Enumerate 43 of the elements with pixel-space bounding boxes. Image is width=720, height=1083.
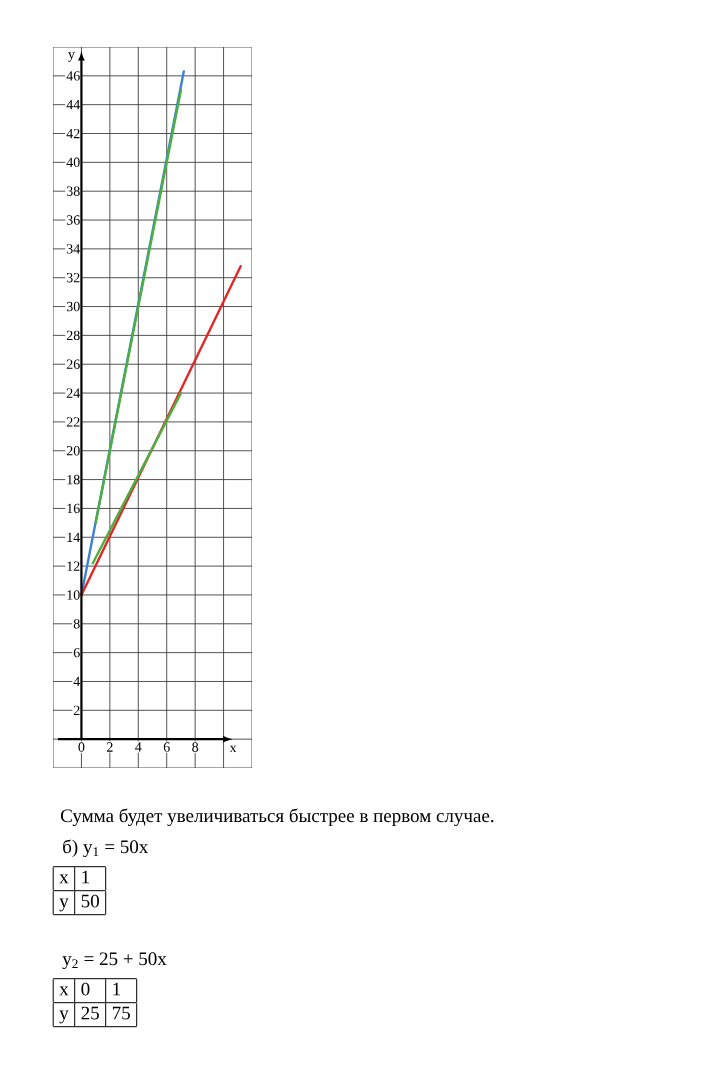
text: y	[59, 898, 69, 912]
text: б) y$_{1}$ = 50x	[63, 839, 149, 858]
y-tick-label: 34	[66, 244, 81, 254]
y-tick-label: 12	[67, 561, 80, 571]
text: 1	[82, 870, 90, 884]
y-tick-label: 30	[66, 301, 80, 312]
x-tick-label: 0	[78, 742, 85, 752]
y-tick-label: 28	[66, 330, 80, 341]
y-tick-label: 40	[66, 157, 80, 168]
y-tick-label: 36	[66, 215, 80, 225]
y-tick-label: 14	[67, 532, 81, 542]
text: 0	[81, 982, 90, 996]
y-tick-label: 2	[73, 705, 80, 715]
y-tick-label: 6	[73, 647, 80, 658]
x-tick-label: 2	[106, 742, 113, 752]
text: 1	[113, 982, 121, 996]
y-tick-label: 38	[66, 186, 80, 196]
y-tick-label: 32	[66, 273, 80, 283]
text: x	[59, 874, 69, 884]
text: x	[59, 986, 69, 996]
x-tick-label: 8	[192, 742, 199, 752]
y-axis-title: y	[68, 52, 75, 62]
y-tick-label: 8	[73, 619, 80, 629]
y-tick-label: 46	[66, 71, 80, 81]
text: Сумма будет увеличиваться быстрее в первом случае.	[60, 808, 494, 827]
y-tick-label: 42	[66, 128, 80, 139]
text: y	[59, 1010, 69, 1024]
text: 75	[112, 1006, 130, 1020]
y-tick-label: 22	[66, 417, 80, 427]
y-tick-label: 24	[66, 388, 81, 398]
text: y$_{2}$ = 25 + 50x	[62, 952, 167, 970]
y-tick-label: 20	[66, 446, 80, 456]
y-tick-label: 4	[73, 676, 81, 687]
text: 50	[81, 894, 99, 908]
y-tick-label: 10	[67, 590, 80, 600]
x-axis-title: x	[229, 745, 237, 753]
x-tick-label: 6	[163, 742, 170, 752]
y-tick-label: 26	[66, 359, 80, 369]
y-tick-label: 16	[67, 503, 80, 514]
y-tick-label: 18	[67, 474, 80, 485]
y-tick-label: 44	[66, 100, 81, 110]
x-tick-label: 4	[135, 742, 142, 752]
text: 25	[81, 1006, 99, 1020]
